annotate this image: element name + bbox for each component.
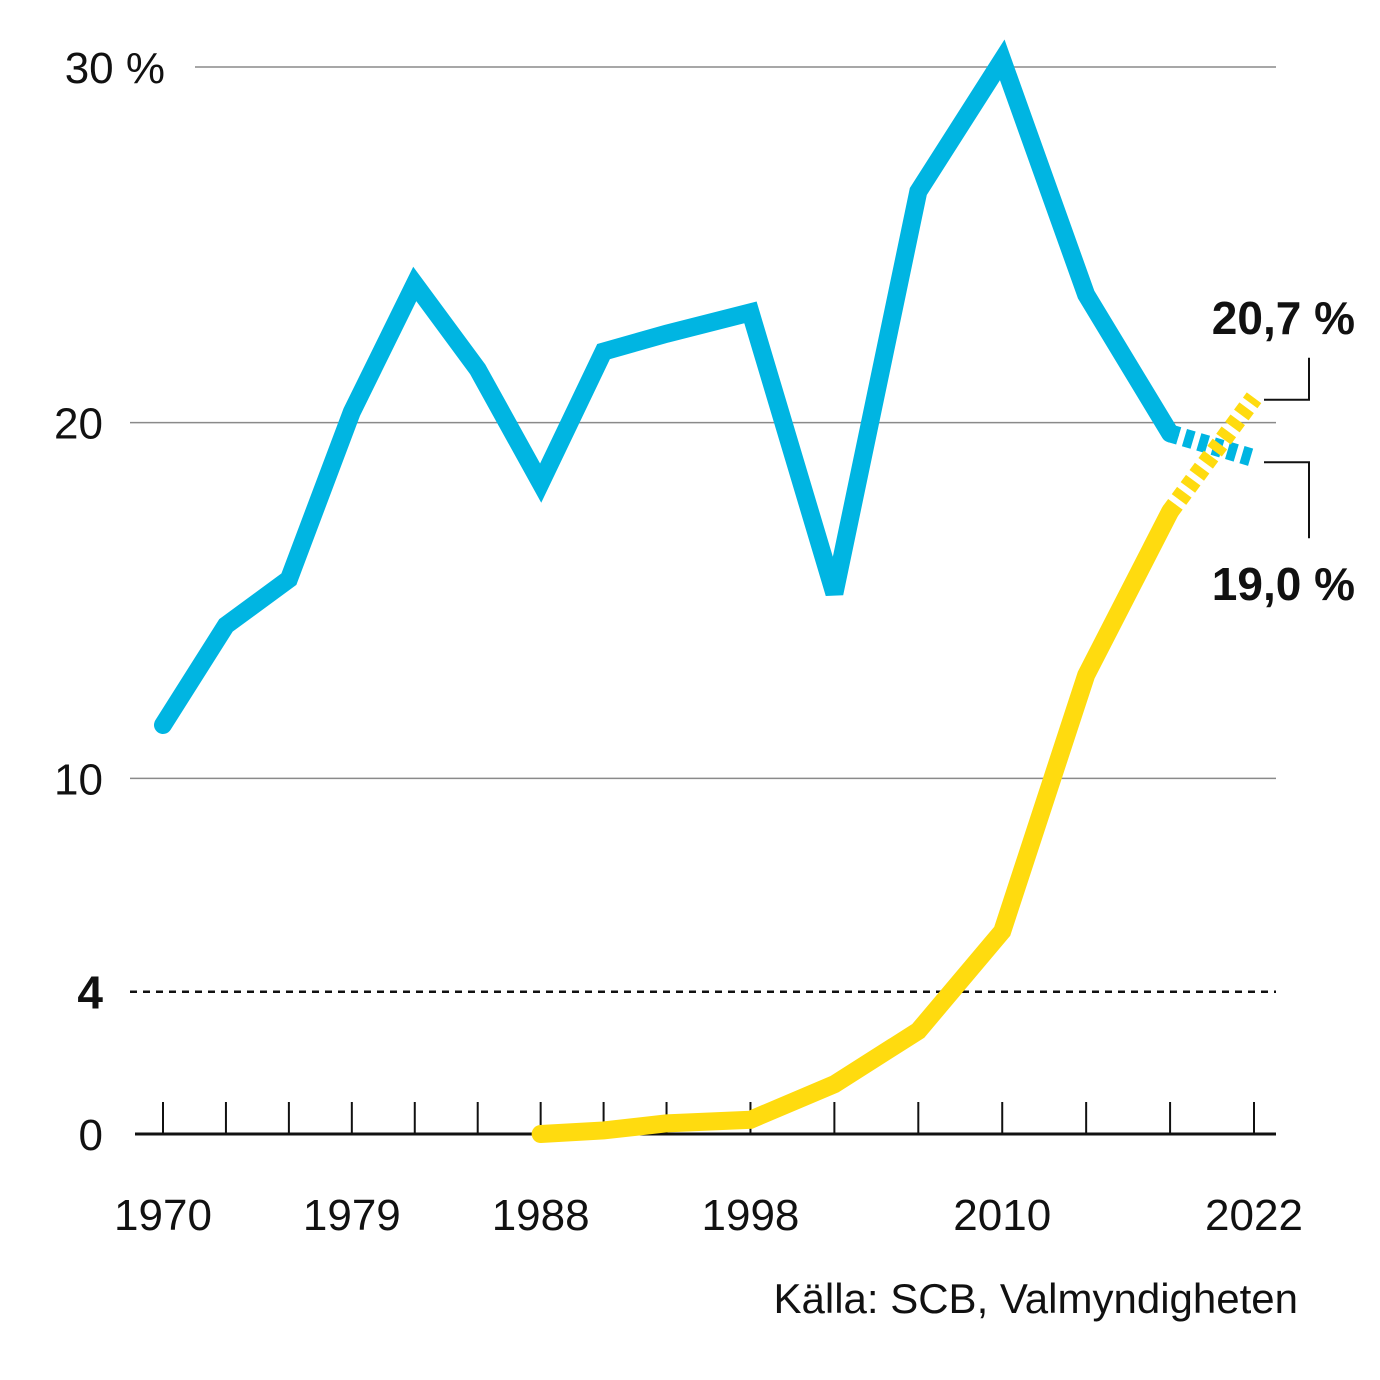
x-tick-label-2010: 2010 <box>953 1191 1051 1240</box>
threshold-label: 4 <box>77 967 103 1019</box>
source-text: Källa: SCB, Valmyndigheten <box>773 1275 1298 1322</box>
leader-line-yellow <box>1264 357 1310 401</box>
x-tick-label-1979: 1979 <box>303 1191 401 1240</box>
end-label-yellow: 20,7 % <box>1212 292 1355 344</box>
end-label-blue: 19,0 % <box>1212 558 1355 610</box>
series-lines <box>154 39 1262 1143</box>
x-tick-label-1998: 1998 <box>702 1191 800 1240</box>
x-tick-label-2022: 2022 <box>1205 1191 1303 1240</box>
series-0-line <box>154 39 1180 734</box>
x-tick-label-1988: 1988 <box>492 1191 590 1240</box>
leader-line-blue <box>1264 461 1310 539</box>
y-tick-label-20: 20 <box>54 400 103 449</box>
y-tick-label-0: 0 <box>79 1111 103 1160</box>
y-tick-label-30: 30 % <box>65 44 165 93</box>
gridlines <box>130 66 1276 993</box>
series-1-projection <box>1162 392 1262 517</box>
series-1-line <box>531 502 1180 1143</box>
x-tick-label-1970: 1970 <box>114 1191 212 1240</box>
y-tick-label-10: 10 <box>54 755 103 804</box>
